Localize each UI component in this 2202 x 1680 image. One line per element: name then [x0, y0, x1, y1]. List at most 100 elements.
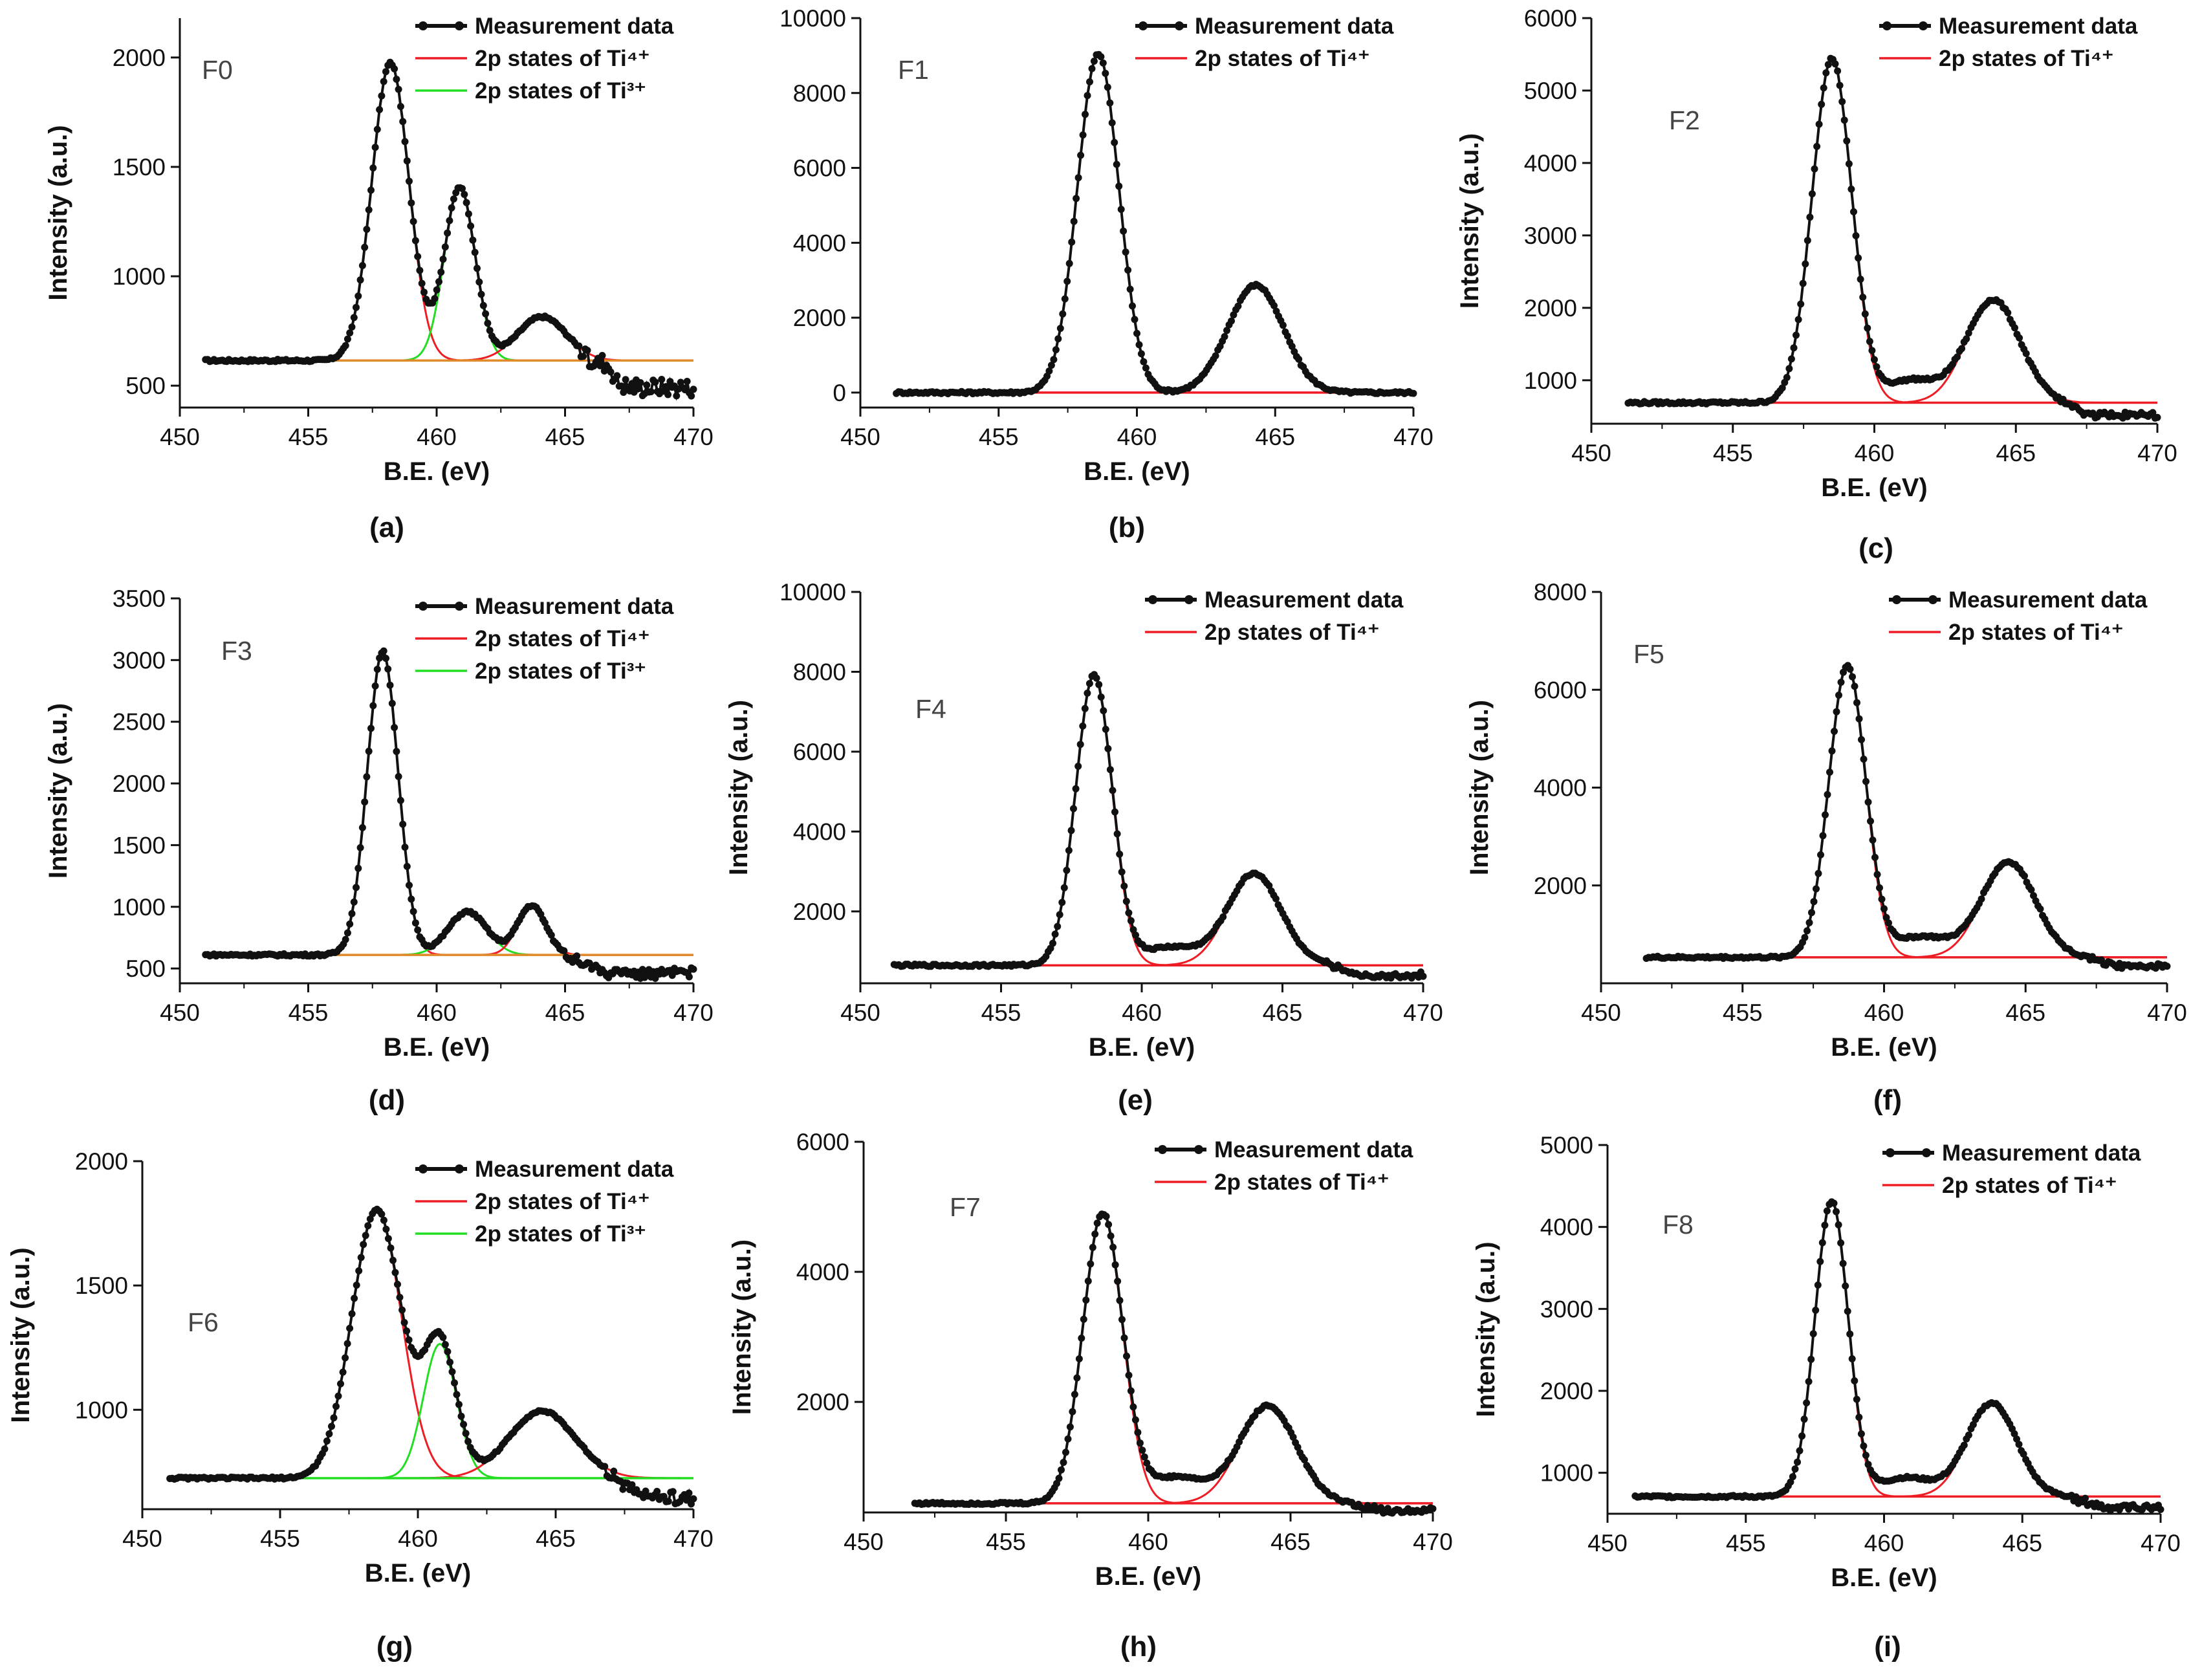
x-tick-label: 455 [289, 999, 329, 1026]
measurement-series [1642, 662, 2171, 972]
sample-tag: F7 [950, 1192, 981, 1222]
chart-panel-e: 450 455 460 465 470 2000 4000 6000 8000 10000 B.E.… [725, 579, 1443, 1116]
x-tick-label: 470 [673, 424, 714, 450]
legend-label: Measurement data [1948, 587, 2148, 613]
y-tick-label: 6000 [793, 739, 846, 765]
legend-marker [419, 602, 428, 611]
measurement-series [1624, 54, 2161, 422]
y-tick-label: 4000 [1524, 150, 1577, 177]
x-tick-label: 450 [1581, 999, 1621, 1026]
x-tick-label: 455 [1723, 999, 1763, 1026]
y-tick-label: 5000 [1540, 1132, 1593, 1159]
panel-caption: (a) [369, 512, 404, 543]
legend-marker [455, 21, 464, 30]
x-tick-label: 470 [673, 1525, 714, 1552]
measurement-line [205, 648, 695, 983]
x-tick-label: 455 [981, 999, 1021, 1026]
x-tick-label: 465 [545, 424, 585, 450]
y-tick-label: 1000 [75, 1397, 128, 1423]
panel-caption: (f) [1873, 1084, 1902, 1116]
y-tick-label: 2000 [113, 770, 166, 797]
x-axis-title: B.E. (eV) [365, 1559, 471, 1587]
x-tick-label: 465 [1263, 999, 1303, 1026]
y-tick-label: 3500 [113, 585, 166, 612]
x-tick-label: 460 [1855, 440, 1895, 466]
legend: Measurement data 2p states of Ti⁴⁺ [1882, 1140, 2141, 1198]
x-tick-label: 460 [1128, 1529, 1168, 1555]
x-tick-label: 465 [536, 1525, 576, 1552]
measurement-line [893, 672, 1424, 981]
x-tick-label: 460 [398, 1525, 438, 1552]
y-tick-label: 3000 [1524, 223, 1577, 249]
chart-panel-a: 450 455 460 465 470 500 1000 1500 2000 B.E. (eV) I… [44, 14, 714, 543]
x-axis-title: B.E. (eV) [1831, 1564, 1937, 1592]
x-tick-label: 450 [122, 1525, 162, 1552]
panel-caption: (i) [1874, 1631, 1901, 1663]
x-tick-label: 470 [2147, 999, 2187, 1026]
sample-tag: F6 [188, 1307, 219, 1337]
legend-label: Measurement data [1939, 14, 2138, 39]
legend-marker [455, 1164, 464, 1173]
x-tick-label: 455 [260, 1525, 300, 1552]
sample-tag: F1 [898, 55, 929, 85]
x-axis-title: B.E. (eV) [384, 1033, 490, 1062]
panel-caption: (d) [369, 1084, 405, 1116]
y-axis-title: Intensity (a.u.) [728, 1239, 756, 1415]
y-tick-label: 10000 [779, 5, 846, 32]
legend: Measurement data 2p states of Ti⁴⁺ [1145, 587, 1404, 645]
legend-label: 2p states of Ti³⁺ [475, 659, 646, 684]
y-axis-title: Intensity (a.u.) [44, 125, 72, 300]
x-tick-label: 470 [1403, 999, 1443, 1026]
y-tick-label: 6000 [793, 155, 846, 182]
y-tick-label: 2000 [793, 305, 846, 331]
measurement-series [1631, 1198, 2164, 1514]
chart-panel-c: 450 455 460 465 470 1000 2000 3000 4000 5000 6000 B… [1455, 5, 2177, 564]
x-tick-label: 460 [1122, 999, 1162, 1026]
measurement-line [895, 53, 1414, 395]
panel-caption: (g) [376, 1631, 413, 1663]
y-tick-label: 4000 [796, 1259, 849, 1285]
y-tick-label: 500 [125, 955, 166, 982]
x-tick-label: 460 [417, 999, 457, 1026]
x-axis-title: B.E. (eV) [1095, 1562, 1201, 1591]
measurement-series [911, 1210, 1437, 1517]
legend: Measurement data 2p states of Ti⁴⁺ [1889, 587, 2148, 645]
legend-marker [1928, 595, 1937, 604]
y-axis-title: Intensity (a.u.) [1465, 700, 1494, 875]
x-tick-label: 450 [160, 424, 200, 450]
y-tick-label: 4000 [1534, 775, 1587, 802]
legend-label: 2p states of Ti⁴⁺ [1942, 1173, 2117, 1198]
chart-panel-i: 450 455 460 465 470 1000 2000 3000 4000 5000 B.E. … [1472, 1132, 2181, 1663]
legend-label: 2p states of Ti⁴⁺ [1205, 620, 1379, 645]
y-tick-label: 5000 [1524, 78, 1577, 104]
y-tick-label: 1000 [1524, 367, 1577, 394]
measurement-line [169, 1207, 695, 1509]
y-axis-title: Intensity (a.u.) [725, 700, 753, 875]
y-tick-label: 3000 [113, 647, 166, 673]
legend-label: 2p states of Ti⁴⁺ [475, 46, 649, 71]
y-tick-label: 6000 [796, 1129, 849, 1155]
chart-panel-g: 450 455 460 465 470 1000 1500 2000 B.E. (eV) Inte… [6, 1148, 714, 1663]
x-tick-label: 465 [1255, 424, 1295, 450]
x-tick-label: 470 [1413, 1529, 1453, 1555]
legend: Measurement data 2p states of Ti⁴⁺ [1155, 1137, 1413, 1195]
legend-marker [1139, 21, 1148, 30]
x-tick-label: 465 [1270, 1529, 1311, 1555]
y-tick-label: 6000 [1534, 677, 1587, 703]
legend-label: Measurement data [1195, 14, 1394, 39]
legend-label: Measurement data [475, 594, 674, 619]
y-tick-label: 8000 [793, 80, 846, 107]
measurement-line [1634, 1200, 2162, 1514]
legend-label: 2p states of Ti⁴⁺ [1939, 46, 2113, 71]
y-axis-title: Intensity (a.u.) [1455, 133, 1484, 309]
y-tick-label: 2000 [113, 45, 166, 71]
x-tick-label: 455 [289, 424, 329, 450]
x-tick-label: 460 [1864, 1530, 1904, 1556]
x-tick-label: 470 [2141, 1530, 2181, 1556]
sample-tag: F8 [1662, 1210, 1694, 1239]
legend-label: Measurement data [475, 1157, 674, 1182]
x-tick-label: 460 [1117, 424, 1157, 450]
chart-panel-h: 450 455 460 465 470 2000 4000 6000 B.E. (eV) Inte… [728, 1129, 1453, 1663]
measurement-line [1646, 663, 2168, 972]
